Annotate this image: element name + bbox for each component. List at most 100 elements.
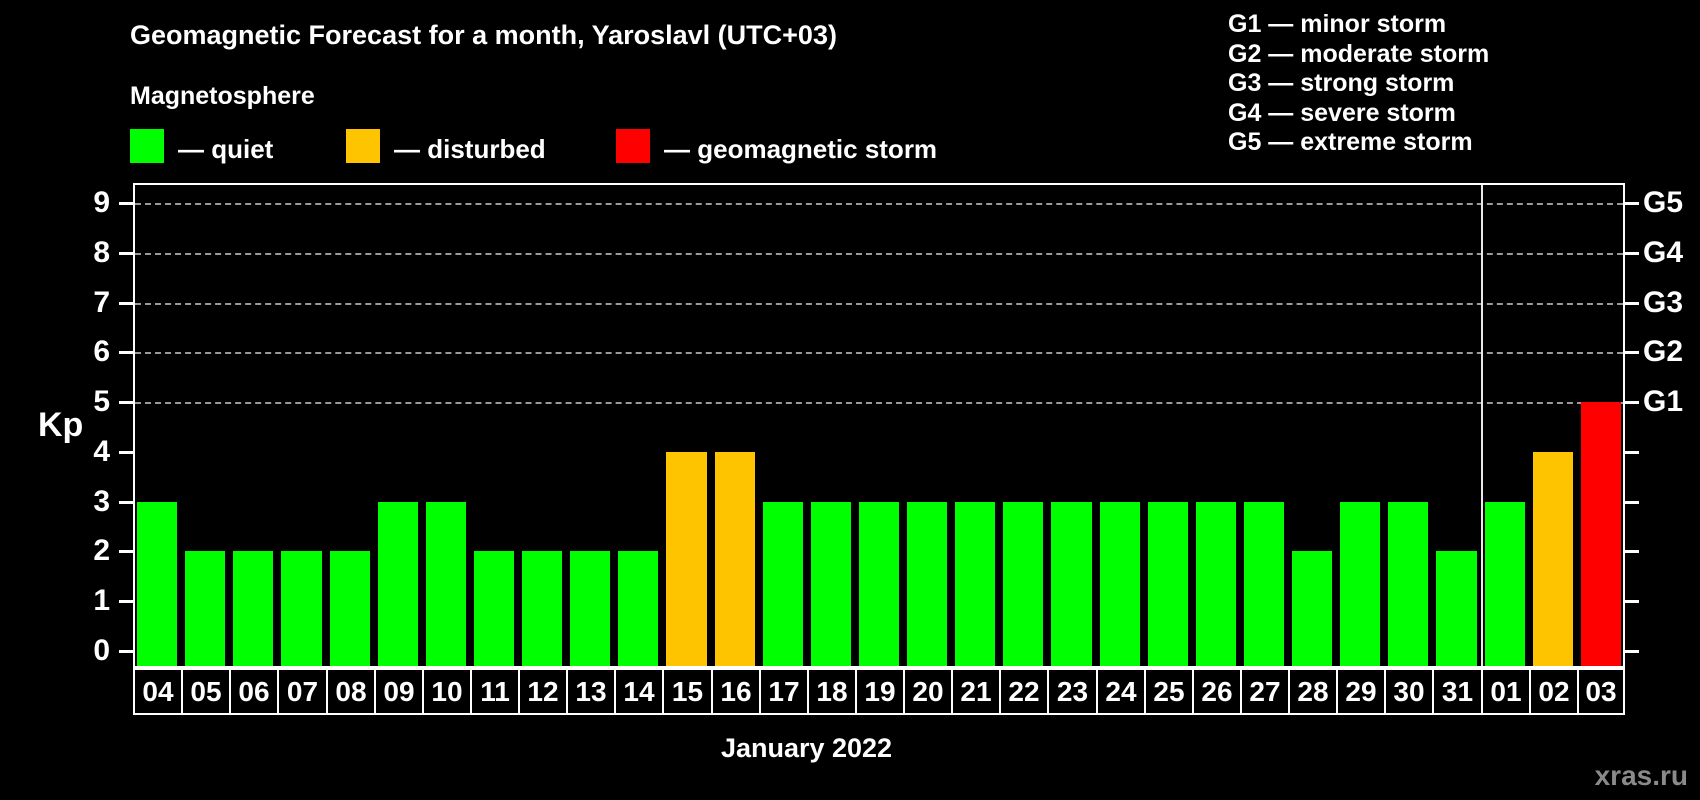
right-axis-tick: [1625, 202, 1639, 205]
bar-day-15: [666, 452, 707, 666]
y-axis-tick: [119, 351, 133, 354]
day-label: 20: [903, 668, 953, 715]
y-tick-label: 9: [93, 186, 110, 219]
day-label: 23: [1047, 668, 1098, 715]
day-label: 27: [1240, 668, 1290, 715]
g-scale-label-g3: G3: [1643, 286, 1684, 319]
bar-day-09: [378, 502, 418, 666]
y-axis-tick: [119, 401, 133, 404]
day-label: 11: [470, 668, 520, 715]
bar-day-05: [185, 551, 225, 666]
y-tick-label: 0: [93, 634, 110, 667]
day-label: 08: [326, 668, 376, 715]
storm-swatch-icon: [616, 129, 650, 163]
bar-day-16: [715, 452, 755, 666]
day-label: 15: [662, 668, 713, 715]
day-label: 30: [1384, 668, 1434, 715]
quiet-swatch-icon: [130, 129, 164, 163]
y-tick-label: 8: [93, 236, 110, 269]
day-label: 07: [277, 668, 328, 715]
day-label: 09: [374, 668, 424, 715]
day-label: 13: [566, 668, 616, 715]
gridline: [135, 202, 1623, 205]
right-axis-tick: [1625, 600, 1639, 603]
bar-day-19: [859, 502, 899, 666]
watermark: xras.ru: [1594, 760, 1688, 791]
plot-area: [133, 183, 1625, 668]
right-axis-tick: [1625, 501, 1639, 504]
g-scale-label-g5: G5: [1643, 186, 1684, 219]
bar-day-25: [1148, 502, 1188, 666]
gridline: [135, 302, 1623, 305]
bar-day-20: [907, 502, 947, 666]
bar-day-08: [330, 551, 370, 666]
day-label: 18: [807, 668, 857, 715]
y-axis-tick: [119, 501, 133, 504]
y-tick-label: 5: [93, 385, 110, 418]
y-axis-tick: [119, 600, 133, 603]
right-axis-tick: [1625, 252, 1639, 255]
bar-day-21: [955, 502, 995, 666]
day-label: 16: [711, 668, 761, 715]
right-axis-tick: [1625, 351, 1639, 354]
day-label: 26: [1192, 668, 1242, 715]
legend-disturbed-label: — disturbed: [394, 134, 546, 164]
day-label: 05: [181, 668, 231, 715]
right-axis-tick: [1625, 650, 1639, 653]
bar-day-17: [763, 502, 803, 666]
day-label: 29: [1336, 668, 1386, 715]
y-axis-tick: [119, 650, 133, 653]
g-scale-label-g1: G1: [1643, 385, 1684, 418]
storm-scale-g1: G1 — minor storm: [1228, 10, 1447, 38]
storm-scale-g4: G4 — severe storm: [1228, 98, 1456, 127]
bar-day-02: [1533, 452, 1573, 666]
day-label: 19: [855, 668, 905, 715]
day-label: 01: [1481, 668, 1531, 715]
bar-day-12: [522, 551, 562, 666]
y-tick-label: 6: [93, 335, 110, 368]
day-label: 17: [759, 668, 809, 715]
day-label: 06: [229, 668, 279, 715]
magnetosphere-label: Magnetosphere: [130, 82, 315, 110]
right-axis-tick: [1625, 401, 1639, 404]
bar-day-03: [1581, 402, 1621, 666]
g-scale-label-g4: G4: [1643, 236, 1684, 269]
day-label: 02: [1529, 668, 1579, 715]
bar-day-11: [474, 551, 514, 666]
bar-day-13: [570, 551, 610, 666]
y-tick-label: 1: [93, 584, 110, 617]
right-axis-tick: [1625, 550, 1639, 553]
right-axis-tick: [1625, 451, 1639, 454]
kp-axis-label: Kp: [38, 406, 84, 444]
bar-day-14: [618, 551, 658, 666]
bar-day-31: [1436, 551, 1477, 666]
bar-day-30: [1388, 502, 1428, 666]
month-caption: January 2022: [720, 733, 893, 763]
bar-day-28: [1292, 551, 1332, 666]
bar-day-22: [1003, 502, 1043, 666]
legend-quiet-label: — quiet: [178, 134, 274, 164]
bar-day-26: [1196, 502, 1236, 666]
gridline: [135, 252, 1623, 255]
right-axis-tick: [1625, 302, 1639, 305]
day-label: 10: [422, 668, 472, 715]
day-label: 24: [1096, 668, 1146, 715]
bar-day-23: [1051, 502, 1092, 666]
gridline: [135, 352, 1623, 355]
bar-day-07: [281, 551, 322, 666]
y-axis-tick: [119, 252, 133, 255]
day-label: 22: [999, 668, 1049, 715]
day-label: 14: [614, 668, 664, 715]
bar-day-01: [1485, 502, 1525, 666]
y-axis-tick: [119, 202, 133, 205]
y-tick-label: 7: [93, 286, 110, 319]
day-label: 25: [1144, 668, 1194, 715]
y-tick-label: 2: [93, 534, 110, 567]
storm-scale-g3: G3 — strong storm: [1228, 69, 1455, 97]
day-label: 28: [1288, 668, 1338, 715]
bar-day-24: [1100, 502, 1140, 666]
day-label: 03: [1577, 668, 1625, 715]
x-axis-day-row: 04 05 06 07 08 09 10 11 12 13 14 15 16 17 18 19 20 21 22 23…: [133, 668, 1625, 715]
page-title: Geomagnetic Forecast for a month, Yarosl…: [130, 20, 837, 50]
